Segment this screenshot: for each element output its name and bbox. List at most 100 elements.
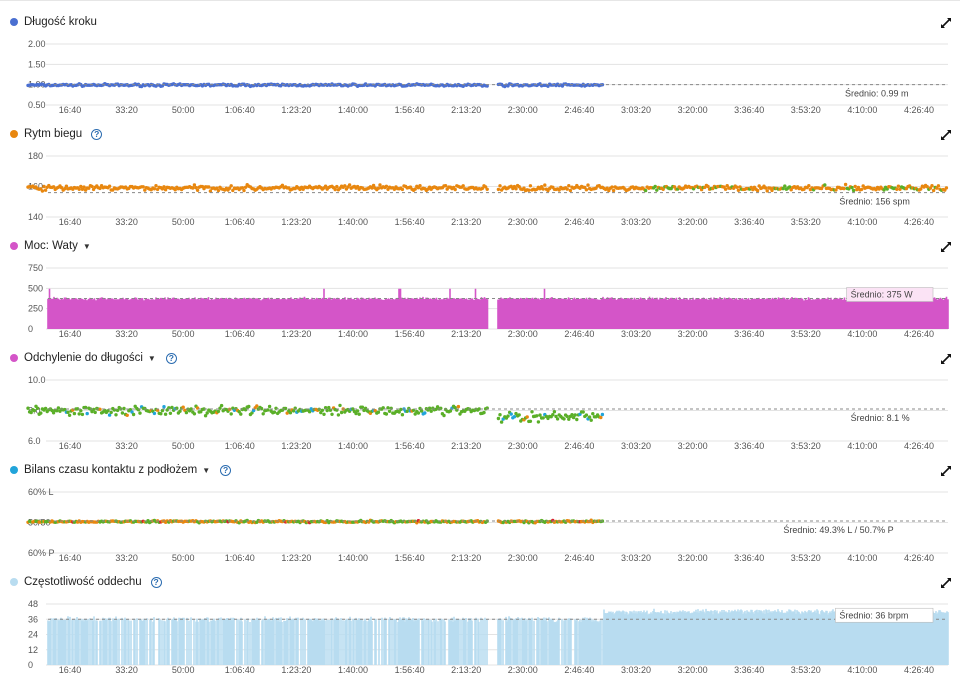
caret-down-icon[interactable]: ▼ (202, 465, 211, 475)
chart-panel-vratio: Odchylenie do długości▼?10.08.06.016:403… (0, 340, 960, 452)
x-tick-label: 3:53:20 (791, 105, 821, 115)
help-circle-icon[interactable]: ? (150, 576, 162, 588)
x-tick-label: 1:56:40 (395, 553, 425, 563)
x-tick-label: 3:20:00 (678, 665, 708, 675)
legend-dot-icon (10, 354, 18, 362)
data-point (355, 184, 360, 189)
data-point (32, 408, 37, 413)
data-point (370, 186, 374, 190)
data-point (895, 187, 899, 191)
data-point (543, 183, 547, 187)
chart-title: Długość kroku (24, 16, 97, 28)
data-point (59, 186, 64, 190)
data-point (723, 187, 728, 191)
help-circle-icon[interactable]: ? (220, 464, 232, 476)
data-point (584, 413, 589, 417)
legend-dot-icon (10, 466, 18, 474)
data-point (40, 189, 45, 193)
data-point (400, 187, 405, 192)
data-point (530, 410, 534, 414)
data-point (477, 407, 481, 411)
data-point (567, 184, 571, 188)
help-circle-icon[interactable]: ? (91, 128, 103, 140)
data-point (325, 408, 329, 413)
average-label: Średnio: 0.99 m (845, 88, 909, 99)
data-point (565, 187, 569, 191)
data-point (261, 412, 265, 416)
data-point (442, 413, 446, 418)
expand-diagonal-icon[interactable] (940, 465, 952, 477)
data-point (575, 417, 579, 422)
y-tick-label: 1.50 (28, 59, 46, 69)
data-point (757, 184, 761, 188)
data-point (152, 411, 157, 416)
data-point (320, 408, 325, 412)
data-point (87, 186, 91, 190)
expand-diagonal-icon[interactable] (940, 241, 952, 253)
data-point (389, 406, 393, 410)
x-tick-label: 50:00 (172, 441, 195, 451)
chart-plot-breathing: 48 36 24 12 0 16:40 33:20 50:00 1:06:40 1:23:20 1:… (28, 599, 949, 675)
expand-diagonal-icon[interactable] (940, 577, 952, 589)
x-tick-label: 3:03:20 (621, 441, 651, 451)
data-point (120, 411, 125, 415)
data-point (573, 413, 577, 417)
data-point (376, 410, 381, 414)
data-point (208, 189, 213, 193)
y-tick-label: 0.50 (28, 100, 46, 110)
caret-down-icon[interactable]: ▼ (82, 241, 91, 251)
data-point (115, 408, 120, 413)
y-tick-label: 24 (28, 630, 38, 640)
x-tick-label: 50:00 (172, 553, 195, 563)
data-point (143, 188, 147, 192)
expand-diagonal-icon[interactable] (940, 17, 952, 29)
data-point (387, 409, 392, 413)
data-point (162, 185, 166, 189)
data-point (272, 410, 277, 414)
chart-title: Rytm biegu (24, 128, 83, 140)
data-point (413, 187, 417, 191)
data-point (483, 185, 488, 189)
chart-title: Odchylenie do długości (24, 352, 143, 364)
series-area (47, 288, 949, 329)
x-tick-label: 2:30:00 (508, 105, 538, 115)
data-point (482, 410, 486, 415)
data-point (567, 417, 571, 421)
x-tick-label: 33:20 (115, 105, 138, 115)
chart-panel-cadence: Rytm biegu?18016014016:4033:2050:001:06:… (0, 116, 960, 228)
data-point (184, 410, 189, 415)
x-tick-label: 2:30:00 (508, 441, 538, 451)
x-tick-label: 1:23:20 (281, 665, 311, 675)
x-tick-label: 4:10:00 (847, 329, 877, 339)
data-point (323, 184, 328, 188)
data-point (216, 188, 221, 193)
data-point (239, 412, 243, 416)
y-tick-label: 180 (28, 151, 43, 161)
y-tick-label: 250 (28, 304, 43, 314)
data-point (109, 410, 113, 415)
expand-diagonal-icon[interactable] (940, 129, 952, 141)
x-tick-label: 1:23:20 (281, 105, 311, 115)
data-point (586, 183, 590, 187)
data-point (843, 182, 848, 187)
data-point (75, 407, 80, 411)
data-point (333, 187, 337, 192)
data-point (267, 404, 272, 409)
data-point (882, 188, 886, 192)
help-circle-icon[interactable]: ? (165, 352, 177, 364)
data-point (599, 415, 603, 420)
x-tick-label: 1:56:40 (395, 441, 425, 451)
x-tick-label: 1:40:00 (338, 105, 368, 115)
data-point (67, 413, 72, 417)
expand-diagonal-icon[interactable] (940, 353, 952, 365)
data-point (170, 405, 174, 410)
data-point (216, 409, 221, 414)
chart-title: Moc: Waty (24, 240, 78, 252)
data-point (26, 406, 30, 410)
y-tick-label: 2.00 (28, 39, 46, 49)
data-point (589, 418, 593, 422)
data-point (138, 411, 142, 415)
data-point (327, 405, 331, 410)
average-label: Średnio: 49.3% L / 50.7% P (783, 524, 893, 535)
caret-down-icon[interactable]: ▼ (147, 353, 156, 363)
